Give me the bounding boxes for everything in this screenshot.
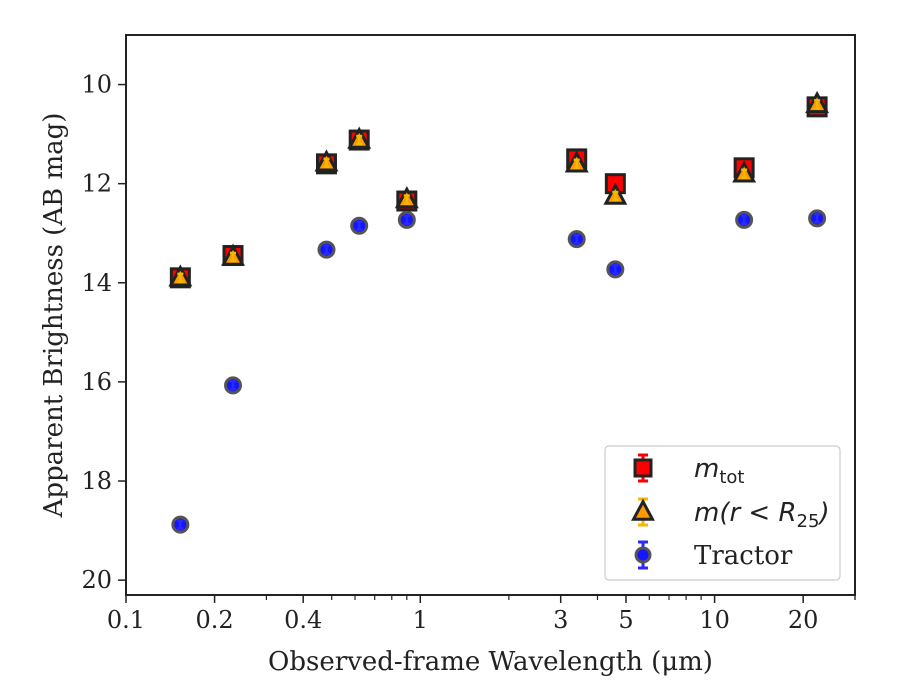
x-axis-label: Observed-frame Wavelength (μm) [268, 647, 713, 677]
legend-marker [634, 546, 652, 564]
x-tick-label: 5 [618, 606, 633, 634]
legend-marker [631, 498, 655, 521]
x-tick-label: 0.2 [196, 606, 234, 634]
y-tick-label: 18 [81, 467, 112, 495]
legend-label-subscript: tot [719, 467, 744, 488]
legend: mtot m(r < R25) Tractor [604, 445, 841, 581]
series-square [169, 96, 828, 289]
legend-label-rest: ) [817, 498, 829, 528]
x-tick-label: 0.1 [107, 606, 145, 634]
x-tick-label: 0.4 [284, 606, 322, 634]
legend-label-subscript: 25 [797, 511, 820, 532]
plot-area [168, 90, 830, 534]
legend-label-main: Tractor [694, 541, 793, 571]
series-triangle [168, 90, 830, 287]
legend-label: Tractor [694, 541, 793, 571]
x-tick-label: 3 [553, 606, 568, 634]
series-circle [171, 209, 827, 534]
y-axis-label: Apparent Brightness (AB mag) [39, 113, 69, 519]
legend-box [604, 445, 841, 581]
x-tick-label: 20 [788, 606, 819, 634]
y-axis: 10 12 14 16 18 20 [81, 71, 126, 594]
x-axis: 0.1 0.2 0.4 1 3 5 10 20 [107, 595, 856, 634]
legend-label: m(r < R25) [694, 498, 830, 532]
legend-label-main: m [694, 454, 719, 484]
y-tick-label: 10 [81, 71, 112, 99]
x-tick-label: 1 [413, 606, 428, 634]
y-tick-label: 16 [81, 368, 112, 396]
legend-marker [633, 458, 653, 478]
x-tick-label: 10 [699, 606, 730, 634]
legend-label: mtot [694, 454, 744, 488]
plot-frame [125, 34, 856, 596]
y-tick-label: 12 [81, 170, 112, 198]
y-tick-label: 20 [81, 566, 112, 594]
legend-label-main: m(r < R [694, 498, 797, 528]
y-tick-label: 14 [81, 269, 112, 297]
